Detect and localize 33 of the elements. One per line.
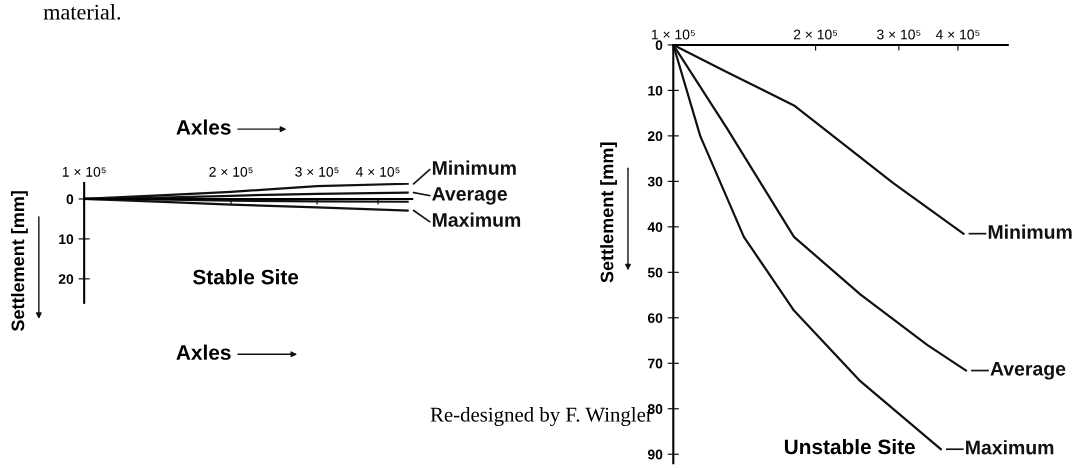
legend-label: Maximum — [966, 440, 1054, 455]
legend-label: Minimum — [988, 224, 1072, 239]
x-tick-label: 3 × 10⁵ — [877, 29, 921, 40]
y-tick-label: 0 — [66, 194, 74, 205]
y-tick-label: 70 — [648, 358, 663, 369]
x-axis-title: Axles — [176, 344, 231, 360]
y-tick-label: 20 — [647, 131, 663, 142]
y-tick-label: 10 — [648, 85, 663, 96]
legend-label: Average — [990, 362, 1066, 380]
x-tick-label: 3 × 10⁵ — [295, 166, 339, 177]
legend-label: Average — [432, 187, 507, 205]
annotation: Stable Site — [193, 269, 299, 285]
y-tick-label: 90 — [647, 449, 663, 460]
y-tick-label: 40 — [647, 222, 663, 233]
text: material. — [43, 3, 121, 20]
x-tick-label: 1 × 10⁵ — [62, 166, 106, 177]
annotation: Unstable Site — [784, 438, 915, 455]
y-tick-label: 60 — [647, 313, 663, 323]
x-tick-label: 2 × 10⁵ — [209, 166, 253, 177]
chart-title: Axles — [176, 119, 231, 135]
x-tick-label: 2 × 10⁵ — [793, 29, 838, 40]
y-axis-title: Settlement [mm] — [11, 191, 28, 332]
y-tick-label: 20 — [58, 274, 74, 284]
legend-label: Maximum — [432, 212, 521, 227]
legend-label: Minimum — [432, 160, 516, 175]
x-tick-label: 1 × 10⁵ — [651, 29, 695, 40]
x-tick-label: 4 × 10⁵ — [935, 29, 980, 40]
y-tick-label: 50 — [647, 267, 663, 278]
y-tick-label: 0 — [655, 40, 663, 51]
y-tick-label: 10 — [59, 234, 74, 245]
y-tick-label: 30 — [647, 176, 663, 187]
y-axis-title: Settlement [mm] — [600, 142, 617, 283]
x-tick-label: 4 × 10⁵ — [355, 166, 400, 177]
